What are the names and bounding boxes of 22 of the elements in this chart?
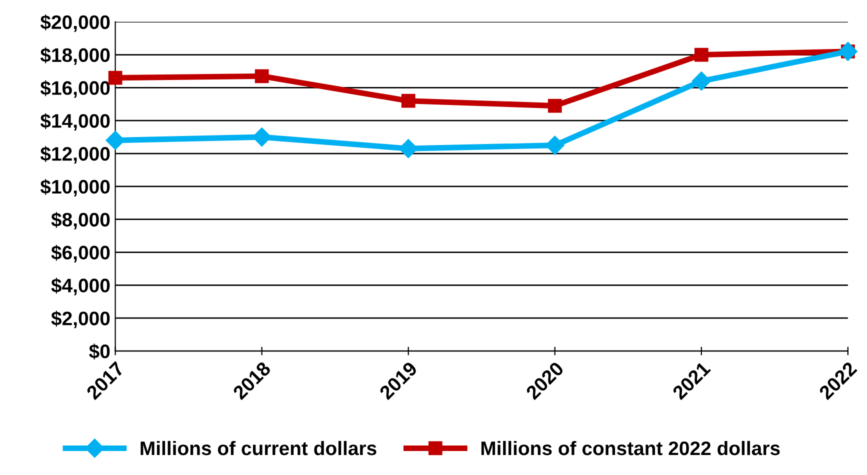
y-tick-label: $0 — [89, 344, 110, 360]
legend-label: Millions of constant 2022 dollars — [481, 440, 780, 456]
y-tick-label: $8,000 — [51, 212, 110, 230]
y-tick-label: $16,000 — [40, 80, 110, 98]
y-tick-label: $14,000 — [40, 113, 110, 131]
legend-label: Millions of current dollars — [140, 440, 376, 456]
y-tick-label: $18,000 — [40, 47, 110, 65]
point — [692, 72, 711, 91]
y-tick-label: $12,000 — [40, 146, 110, 164]
point — [838, 42, 858, 62]
point — [254, 69, 269, 84]
y-tick-label: $4,000 — [51, 278, 110, 296]
point — [401, 94, 416, 108]
y-tick-label: $20,000 — [40, 14, 110, 32]
point — [548, 98, 562, 113]
point — [108, 70, 122, 85]
y-tick-label: $10,000 — [40, 179, 110, 196]
point — [398, 139, 418, 158]
y-tick-label: $2,000 — [51, 310, 110, 328]
y-tick-label: $6,000 — [51, 244, 110, 262]
point — [545, 136, 564, 155]
point — [694, 48, 708, 62]
